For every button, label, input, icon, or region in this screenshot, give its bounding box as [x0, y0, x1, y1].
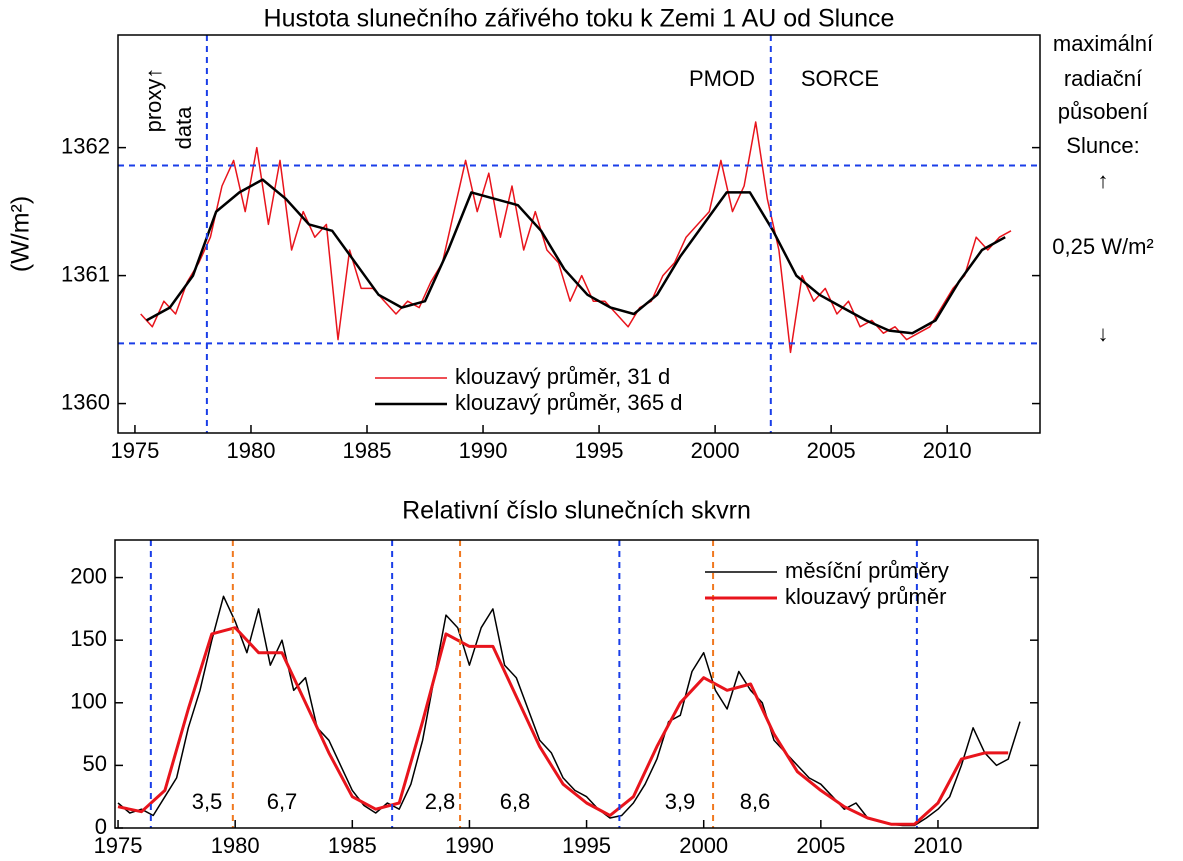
x-tick-label: 2005 — [807, 438, 856, 463]
x-tick-label: 1975 — [94, 833, 143, 858]
legend-label: klouzavý průměr, 365 d — [455, 390, 682, 415]
x-tick-label: 1995 — [575, 438, 624, 463]
chart-title: Relativní číslo slunečních skvrn — [402, 497, 751, 525]
annotation: působení — [1058, 99, 1149, 124]
annotation: 6,7 — [267, 789, 298, 814]
annotation: data — [171, 106, 196, 150]
y-tick-label: 100 — [70, 689, 107, 714]
annotation: 0,25 W/m² — [1052, 234, 1153, 259]
series-line — [145, 178, 1006, 335]
series-line — [117, 626, 1009, 826]
annotation: ↓ — [1098, 321, 1109, 346]
annotation: maximální — [1053, 31, 1153, 56]
y-tick-label: 0 — [95, 814, 107, 839]
x-tick-label: 2010 — [913, 833, 962, 858]
series-line — [140, 121, 1012, 354]
y-tick-label: 1361 — [61, 261, 110, 286]
x-tick-label: 2005 — [796, 833, 845, 858]
x-tick-label: 2000 — [691, 438, 740, 463]
x-tick-label: 1980 — [211, 833, 260, 858]
annotation: ↑ — [1098, 168, 1109, 193]
y-tick-label: 1362 — [61, 133, 110, 158]
annotation: Slunce: — [1066, 133, 1139, 158]
x-tick-label: 1975 — [110, 438, 159, 463]
legend-label: klouzavý průměr, 31 d — [455, 364, 670, 389]
x-tick-label: 1985 — [343, 438, 392, 463]
annotation: 3,9 — [665, 789, 696, 814]
annotation: PMOD — [689, 66, 755, 91]
y-tick-label: 200 — [70, 563, 107, 588]
x-tick-label: 1980 — [226, 438, 275, 463]
annotation: radiační — [1064, 66, 1142, 91]
plot-frame — [114, 539, 1039, 829]
annotation: 8,6 — [740, 789, 771, 814]
annotation: 6,8 — [500, 789, 531, 814]
legend-label: klouzavý průměr — [785, 584, 946, 609]
x-tick-label: 1990 — [445, 833, 494, 858]
x-tick-label: 2010 — [923, 438, 972, 463]
y-tick-label: 1360 — [61, 389, 110, 414]
legend-label: měsíční průměry — [785, 558, 949, 583]
y-tick-label: 150 — [70, 626, 107, 651]
y-axis-label: (W/m²) — [7, 196, 35, 272]
series-line — [117, 595, 1021, 827]
x-tick-label: 1995 — [562, 833, 611, 858]
plot-frame — [117, 34, 1041, 434]
annotation: proxy↑ — [141, 68, 166, 133]
x-tick-label: 2000 — [679, 833, 728, 858]
annotation: SORCE — [801, 66, 879, 91]
x-tick-label: 1990 — [459, 438, 508, 463]
x-tick-label: 1985 — [328, 833, 377, 858]
annotation: 3,5 — [192, 789, 223, 814]
y-tick-label: 50 — [83, 751, 107, 776]
chart-title: Hustota slunečního zářivého toku k Zemi … — [264, 5, 895, 33]
annotation: 2,8 — [425, 789, 456, 814]
